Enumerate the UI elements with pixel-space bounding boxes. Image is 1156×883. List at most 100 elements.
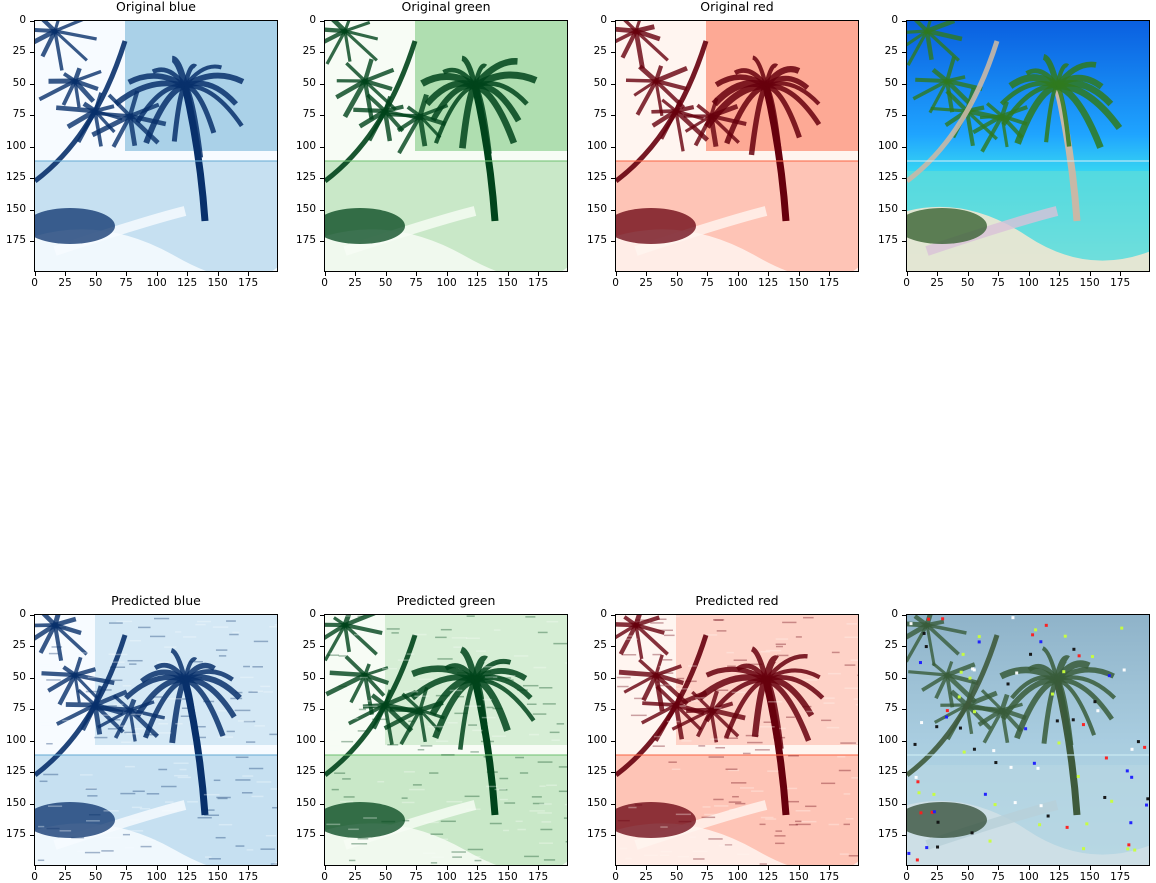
prediction-noise [430, 862, 438, 864]
prediction-noise [653, 735, 661, 738]
prediction-noise [1145, 803, 1149, 807]
prediction-noise [962, 750, 966, 754]
prediction-noise [525, 616, 536, 618]
palm-frond [655, 65, 688, 84]
prediction-noise [435, 740, 449, 742]
prediction-noise [693, 858, 705, 860]
x-tick-mark [355, 272, 357, 276]
palm-frond [945, 674, 955, 708]
prediction-noise [401, 797, 408, 799]
y-tick-mark [611, 614, 615, 616]
palm-frond [54, 622, 82, 636]
palm-frond [693, 115, 713, 147]
prediction-noise [936, 845, 940, 849]
prediction-noise [64, 722, 73, 724]
palm-frond [934, 674, 949, 700]
prediction-noise [270, 788, 277, 790]
prediction-noise [126, 733, 140, 735]
prediction-noise [371, 718, 388, 721]
prediction-noise [331, 788, 339, 791]
palm-frond [675, 690, 708, 708]
prediction-noise [1032, 761, 1036, 765]
prediction-noise [660, 850, 672, 853]
y-tick-label: 0 [891, 607, 898, 620]
prediction-noise [668, 641, 676, 644]
y-tick-mark [320, 835, 324, 837]
x-tick-label: 125 [758, 871, 779, 883]
palm-frond [640, 703, 677, 725]
prediction-noise [532, 802, 545, 805]
prediction-noise [701, 816, 716, 819]
prediction-noise [795, 809, 811, 812]
prediction-noise [1046, 814, 1050, 818]
palm-frond [635, 80, 658, 116]
prediction-noise [435, 636, 447, 639]
prediction-noise [945, 715, 949, 719]
palm-frond [473, 668, 528, 683]
prediction-noise [477, 676, 494, 679]
y-tick-mark [611, 740, 615, 742]
prediction-noise [342, 778, 351, 780]
prediction-noise [617, 685, 629, 688]
palm-frond [343, 623, 378, 656]
y-tick-mark [611, 209, 615, 211]
prediction-noise [531, 796, 542, 798]
palm-frond [112, 694, 132, 712]
image-axes [34, 614, 278, 866]
y-tick-label: 50 [12, 670, 26, 683]
prediction-noise [751, 790, 764, 792]
prediction-noise [1077, 654, 1081, 658]
prediction-noise [961, 652, 965, 656]
prediction-noise [564, 803, 567, 806]
prediction-noise [851, 777, 858, 779]
prediction-noise [729, 808, 737, 811]
prediction-noise [113, 703, 124, 706]
prediction-noise [992, 749, 996, 753]
prediction-noise [806, 710, 815, 713]
prediction-noise [671, 768, 681, 771]
y-tick-mark [320, 772, 324, 774]
prediction-noise [437, 838, 449, 841]
palm-frond [41, 21, 57, 33]
prediction-noise [715, 746, 726, 749]
y-tick-mark [320, 178, 324, 180]
prediction-noise [502, 675, 516, 677]
y-tick-label: 0 [19, 607, 26, 620]
prediction-noise [732, 795, 739, 798]
palm-frond [618, 623, 638, 656]
prediction-noise [472, 855, 481, 858]
prediction-noise [101, 850, 114, 852]
palm-frond [364, 67, 395, 83]
palm-trunk [35, 40, 128, 183]
y-tick-label: 50 [302, 76, 316, 89]
prediction-noise [149, 635, 166, 638]
prediction-noise [827, 672, 841, 675]
y-tick-label: 175 [877, 828, 898, 841]
prediction-noise [668, 761, 677, 763]
y-tick-mark [611, 772, 615, 774]
y-tick-mark [30, 677, 34, 679]
prediction-noise [240, 676, 254, 679]
prediction-noise [664, 684, 678, 686]
prediction-noise [338, 655, 347, 657]
prediction-noise [821, 782, 836, 785]
prediction-noise [456, 695, 465, 698]
prediction-noise [158, 722, 169, 725]
palm-frond [383, 708, 421, 731]
prediction-noise [689, 836, 696, 838]
x-tick-mark [646, 866, 648, 870]
prediction-noise [213, 779, 221, 782]
palm-frond [635, 24, 655, 34]
prediction-noise [759, 726, 775, 728]
prediction-noise [803, 616, 814, 619]
y-tick-mark [320, 803, 324, 805]
y-tick-mark [320, 677, 324, 679]
palm-frond [673, 704, 685, 740]
prediction-noise [843, 793, 851, 795]
prediction-noise [357, 730, 368, 732]
palm-frond [641, 673, 659, 702]
palm-frond [345, 61, 367, 83]
prediction-noise [713, 798, 724, 801]
prediction-noise [260, 848, 276, 850]
image-orig-blue [35, 21, 277, 271]
